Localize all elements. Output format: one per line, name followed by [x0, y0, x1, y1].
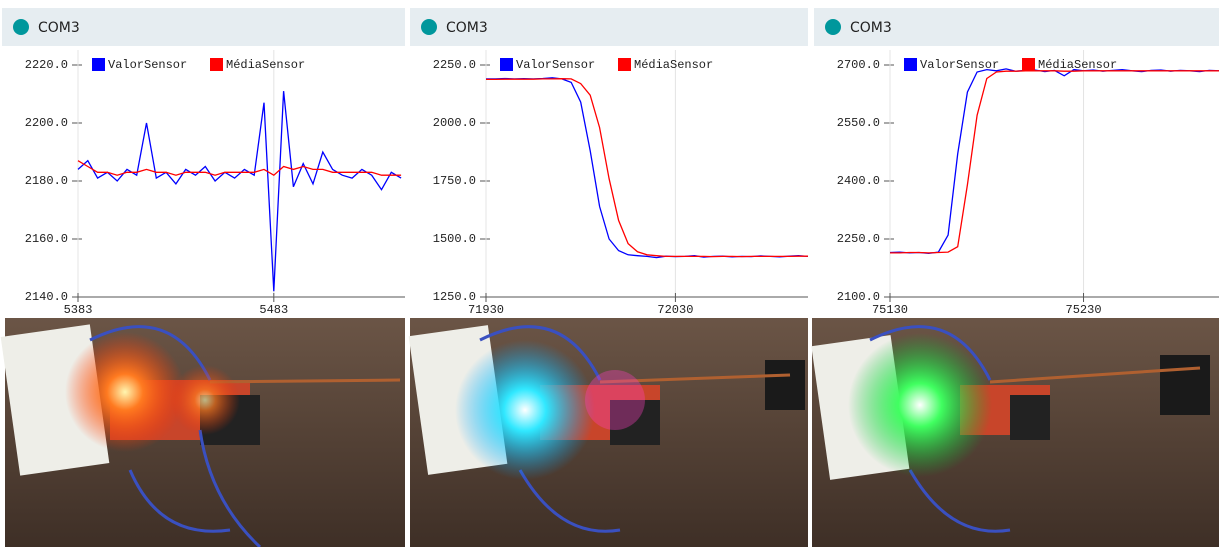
- window-title: COM3: [38, 20, 80, 36]
- photo: [409, 318, 808, 547]
- y-tick-label: 2550.0: [837, 116, 880, 130]
- screenshot: COM3 2140.0 2160.0 2180.0 2200.0 2220.0 5383 54…: [0, 0, 1219, 547]
- plot-window: COM3 1250.0 1500.0 1750.0 2000.0 2250.0 71930 7…: [410, 8, 808, 318]
- legend-swatch: [92, 58, 105, 71]
- legend-label: ValorSensor: [920, 58, 999, 72]
- app-icon: [825, 19, 841, 35]
- legend-label: ValorSensor: [516, 58, 595, 72]
- y-tick-label: 2400.0: [837, 174, 880, 188]
- legend-swatch: [618, 58, 631, 71]
- window-title: COM3: [446, 20, 488, 36]
- legend-label: MédiaSensor: [634, 58, 713, 72]
- x-tick-label: 5483: [259, 303, 288, 317]
- photo: [811, 318, 1219, 547]
- y-tick-label: 2220.0: [25, 58, 68, 72]
- legend-label: MédiaSensor: [226, 58, 305, 72]
- legend-swatch: [904, 58, 917, 71]
- photos: [1, 318, 1219, 547]
- plot-window: COM3 2140.0 2160.0 2180.0 2200.0 2220.0 5383 54…: [2, 8, 405, 318]
- y-tick-label: 2140.0: [25, 290, 68, 304]
- y-tick-label: 2250.0: [837, 232, 880, 246]
- app-icon: [13, 19, 29, 35]
- legend-swatch: [1022, 58, 1035, 71]
- y-tick-label: 2700.0: [837, 58, 880, 72]
- y-tick-label: 2100.0: [837, 290, 880, 304]
- y-tick-label: 2200.0: [25, 116, 68, 130]
- legend-swatch: [210, 58, 223, 71]
- window-title: COM3: [850, 20, 892, 36]
- y-tick-label: 2250.0: [433, 58, 476, 72]
- x-tick-label: 5383: [64, 303, 93, 317]
- x-tick-label: 75130: [872, 303, 908, 317]
- y-tick-label: 1500.0: [433, 232, 476, 246]
- app-icon: [421, 19, 437, 35]
- x-tick-label: 75230: [1066, 303, 1102, 317]
- y-tick-label: 2000.0: [433, 116, 476, 130]
- legend-swatch: [500, 58, 513, 71]
- y-tick-label: 1250.0: [433, 290, 476, 304]
- plot-window: COM3 2100.0 2250.0 2400.0 2550.0 2700.0 75130 7…: [814, 8, 1219, 318]
- legend-label: ValorSensor: [108, 58, 187, 72]
- y-tick-label: 2160.0: [25, 232, 68, 246]
- photo: [1, 318, 405, 547]
- y-tick-label: 1750.0: [433, 174, 476, 188]
- legend-label: MédiaSensor: [1038, 58, 1117, 72]
- x-tick-label: 71930: [468, 303, 504, 317]
- y-tick-label: 2180.0: [25, 174, 68, 188]
- x-tick-label: 72030: [657, 303, 693, 317]
